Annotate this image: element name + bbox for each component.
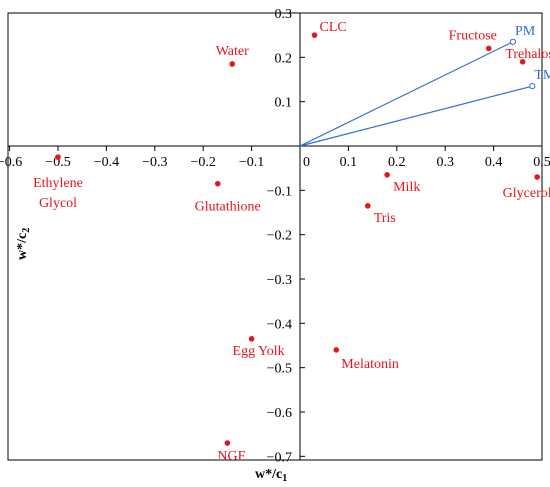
x-tick-label: −0.4 — [94, 155, 119, 170]
point-label: Milk — [393, 180, 420, 195]
point-label: Egg Yolk — [233, 344, 285, 359]
data-point — [55, 154, 61, 160]
data-point — [519, 58, 526, 65]
vector-label: PM — [515, 24, 536, 39]
x-tick-label: −0.6 — [0, 155, 22, 170]
point-label: Ethylene Glycol — [33, 176, 83, 211]
x-tick-label: −0.2 — [190, 155, 215, 170]
plot-frame — [7, 12, 543, 461]
x-tick-label: −0.1 — [239, 155, 264, 170]
point-label: NGF — [217, 449, 245, 464]
data-point — [364, 203, 371, 209]
point-label: Glycerol — [503, 186, 550, 201]
data-point — [384, 172, 390, 178]
y-tick-label: −0.6 — [267, 406, 292, 421]
vector-endpoint — [529, 83, 536, 90]
x-axis-label: w*/c1 — [255, 467, 287, 484]
x-tick-label: 0.3 — [436, 155, 454, 170]
point-label: CLC — [320, 20, 347, 35]
vector-label: TM — [534, 68, 550, 83]
point-label: Tris — [374, 211, 396, 226]
x-tick-label: 0.4 — [485, 155, 503, 170]
point-label: Fructose — [449, 28, 497, 43]
y-tick-label: −0.1 — [267, 184, 292, 199]
point-label: Glutathione — [195, 200, 261, 215]
point-label: Trehalose — [505, 47, 550, 62]
y-ticks: 0.3 0.2 0.1 −0.1 −0.2 −0.3 −0.4 −0.5 −0.6 −0.7 — [267, 7, 305, 465]
data-point — [248, 336, 255, 342]
point-label: Water — [216, 44, 249, 59]
data-point — [534, 174, 540, 180]
x-tick-label: 0 — [303, 155, 310, 170]
x-tick-label: 0.5 — [533, 155, 550, 170]
data-point — [311, 32, 318, 38]
x-tick-label: −0.3 — [142, 155, 167, 170]
y-tick-label: −0.5 — [267, 362, 292, 377]
y-axis-label: w*/c2 — [15, 228, 32, 260]
y-tick-label: −0.7 — [267, 450, 292, 465]
point-label: Melatonin — [341, 357, 399, 372]
data-point — [229, 61, 236, 67]
y-tick-label: −0.3 — [267, 273, 292, 288]
y-tick-label: −0.2 — [267, 229, 292, 244]
y-tick-label: 0.2 — [275, 51, 293, 66]
vector-endpoint — [509, 38, 517, 45]
data-point — [214, 180, 221, 187]
y-tick-label: −0.4 — [267, 317, 292, 332]
x-tick-label: −0.5 — [45, 155, 70, 170]
x-ticks: −0.6 −0.5 −0.4 −0.3 −0.2 −0.1 0 0.1 0.2 0.3 0.4 0.5 — [0, 146, 550, 170]
data-point — [485, 45, 492, 52]
x-tick-label: 0.2 — [388, 155, 406, 170]
y-tick-label: 0.3 — [275, 7, 293, 22]
y-tick-label: 0.1 — [275, 96, 293, 111]
x-tick-label: 0.1 — [340, 155, 358, 170]
vector-line — [299, 85, 533, 147]
data-point — [333, 347, 340, 353]
vector-line — [299, 41, 514, 147]
loading-vectors: PM TM — [299, 24, 550, 147]
data-point — [224, 440, 231, 446]
